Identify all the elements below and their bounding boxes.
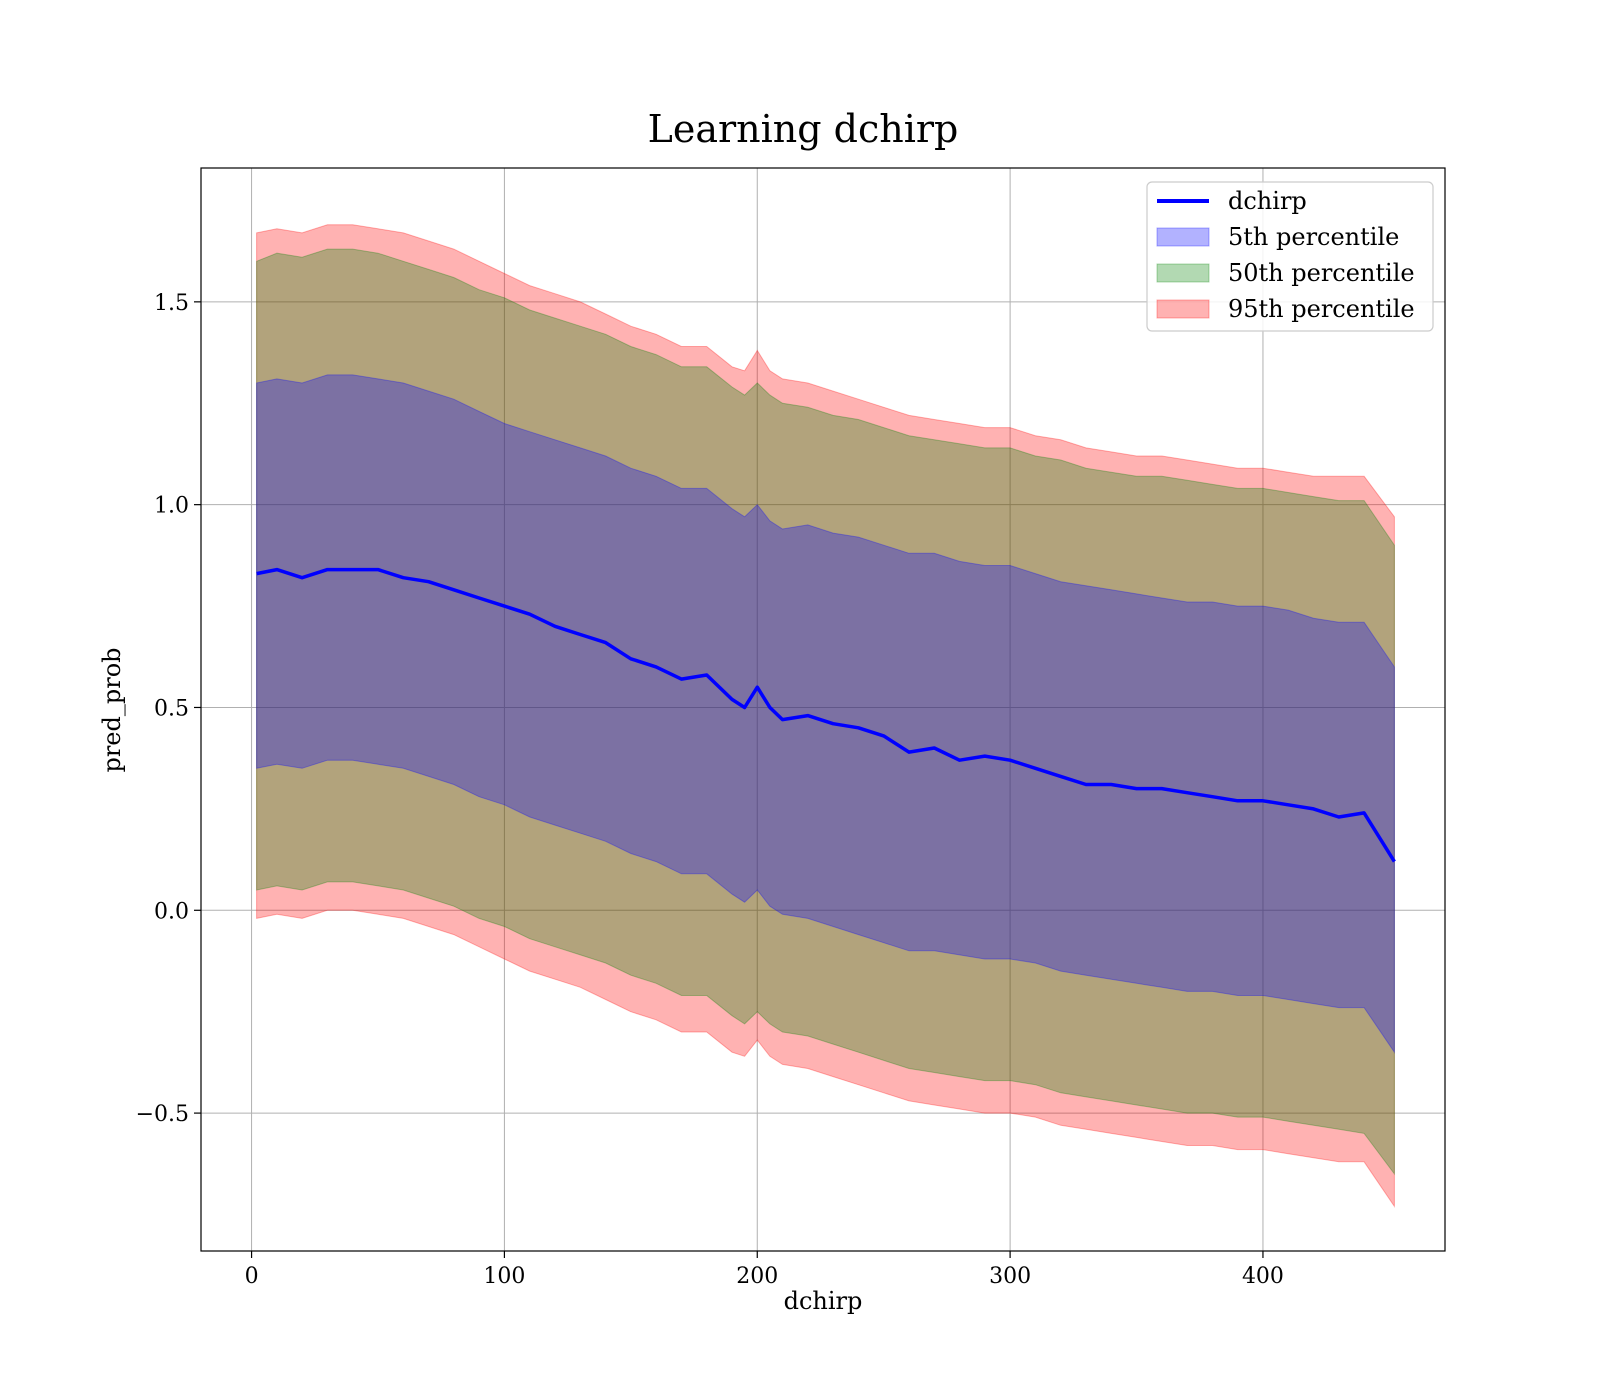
- y-axis-ticks: −0.5 0.0 0.5 1.0 1.5: [136, 291, 201, 1127]
- y-tick-label: 1.5: [154, 291, 189, 316]
- legend-swatch-50th: [1156, 263, 1210, 283]
- y-axis-label: pred_prob: [98, 647, 126, 772]
- legend-label-5th: 5th percentile: [1228, 223, 1399, 251]
- plot-frame: [200, 167, 1446, 1252]
- y-tick-label: 0.0: [154, 899, 189, 924]
- chart-title: Learning dchirp: [648, 107, 959, 151]
- band-50th-percentile: [256, 248, 1395, 1176]
- x-tick-label: 100: [483, 1264, 525, 1289]
- x-axis-ticks: 0 100 200 300 400: [245, 1251, 1284, 1289]
- x-tick-label: 200: [736, 1264, 778, 1289]
- legend: dchirp 5th percentile 50th percentile 95…: [1146, 181, 1434, 332]
- dchirp-line: [256, 567, 1396, 863]
- legend-label-dchirp: dchirp: [1228, 187, 1307, 215]
- x-axis-label: dchirp: [784, 1287, 863, 1315]
- legend-label-95th: 95th percentile: [1228, 295, 1415, 323]
- x-tick-label: 400: [1242, 1264, 1284, 1289]
- dchirp-line-layer: [256, 567, 1396, 863]
- x-tick-label: 0: [245, 1264, 259, 1289]
- percentile-bands: [256, 224, 1395, 1209]
- legend-frame: [1146, 181, 1434, 332]
- y-tick-label: 0.5: [154, 696, 189, 721]
- band-95th-percentile: [256, 224, 1395, 1209]
- band-5th-percentile: [256, 374, 1395, 1054]
- legend-swatch-95th: [1156, 299, 1210, 319]
- x-tick-label: 300: [989, 1264, 1031, 1289]
- y-tick-label: −0.5: [136, 1102, 189, 1127]
- legend-label-50th: 50th percentile: [1228, 259, 1415, 287]
- legend-swatch-5th: [1156, 227, 1210, 247]
- y-tick-label: 1.0: [154, 494, 189, 519]
